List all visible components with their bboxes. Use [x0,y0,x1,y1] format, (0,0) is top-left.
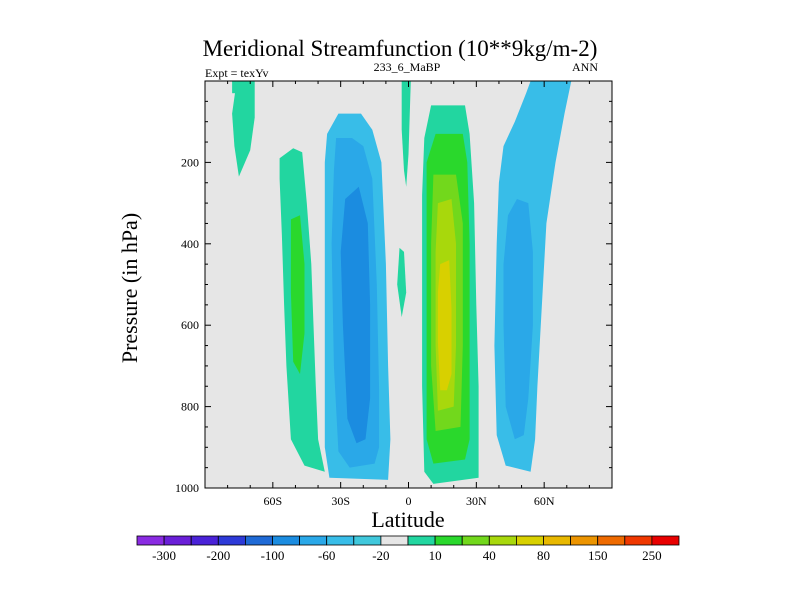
contour-region-15 [232,81,237,94]
x-axis-label: Latitude [371,507,444,532]
colorbar-swatch [488,535,517,546]
x-tick-label: 60N [534,494,555,508]
contour-region-2 [290,215,305,374]
colorbar-label: -60 [318,548,335,563]
colorbar-swatch [651,535,680,546]
y-tick-label: 600 [181,318,199,332]
colorbar-swatch [217,535,246,546]
colorbar-label: 80 [537,548,550,563]
colorbar: -300 -200 -100 -60 -20 10 40 80 150 250 [136,535,680,563]
colorbar-swatch [326,535,355,546]
colorbar-label: -100 [261,548,285,563]
x-tick-label: 30N [466,494,487,508]
subtitle-left: Expt = texYv [205,66,269,80]
colorbar-swatch [353,535,382,546]
x-tick-label: 60S [263,494,282,508]
colorbar-swatch [136,535,165,546]
colorbar-label: -20 [372,548,389,563]
colorbar-swatch [407,535,436,546]
tick-layer: 60S 30S 0 30N 60N 200 400 600 800 1000 [175,81,612,508]
y-tick-label: 1000 [175,481,199,495]
x-tick-label: 30S [331,494,350,508]
colorbar-swatch [624,535,653,546]
colorbar-swatch [434,535,463,546]
colorbar-swatch [597,535,626,546]
y-tick-label: 400 [181,237,199,251]
colorbar-label: 250 [642,548,662,563]
colorbar-swatch [380,535,409,546]
contour-region-3 [401,81,411,187]
y-tick-label: 800 [181,400,199,414]
contour-region-7 [340,186,371,444]
colorbar-swatch [272,535,301,546]
colorbar-swatch [570,535,599,546]
colorbar-label: -300 [152,548,176,563]
contour-region-0 [232,81,255,177]
contour-region-12 [437,260,452,391]
colorbar-label: -200 [206,548,230,563]
contour-layer [232,81,572,484]
y-axis-label: Pressure (in hPa) [117,213,142,363]
colorbar-swatch [543,535,572,546]
colorbar-label: 10 [429,548,442,563]
colorbar-swatch [516,535,544,546]
y-tick-label: 200 [181,155,199,169]
subtitle-right: ANN [572,60,598,74]
colorbar-swatch [461,535,490,546]
chart-title: Meridional Streamfunction (10**9kg/m-2) [203,36,598,61]
colorbar-label: 150 [588,548,608,563]
colorbar-swatch [163,535,192,546]
colorbar-label: 40 [483,548,496,563]
colorbar-swatch [299,535,328,546]
x-tick-label: 0 [406,494,412,508]
contour-region-4 [397,247,407,318]
colorbar-swatch [244,535,273,546]
contour-region-14 [503,199,533,440]
subtitle-center: 233_6_MaBP [374,60,441,74]
colorbar-swatch [190,535,219,546]
